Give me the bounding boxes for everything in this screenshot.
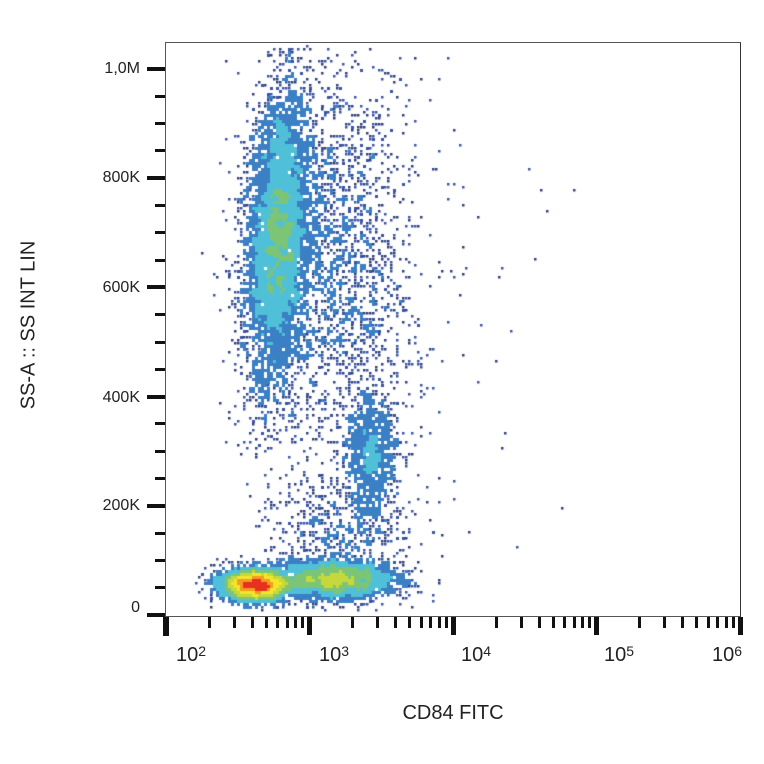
y-tick-label-200k: 200K [102, 497, 140, 514]
x-minor-tick [437, 617, 441, 628]
x-minor-tick [731, 617, 735, 628]
x-tick-label-1e5: 105 [603, 643, 635, 666]
x-minor-tick [408, 617, 412, 628]
density-dot-plot [165, 42, 741, 617]
y-minor-tick [155, 204, 165, 207]
x-minor-tick [429, 617, 433, 628]
x-minor-tick [276, 617, 280, 628]
x-axis-label: CD84 FITC [402, 702, 504, 724]
x-minor-tick [376, 617, 380, 628]
x-major-tick [450, 617, 456, 635]
y-tick-label-1m: 1,0M [104, 60, 140, 77]
y-tick-label-600k: 600K [102, 279, 140, 296]
x-minor-tick [563, 617, 567, 628]
x-minor-tick [232, 617, 236, 628]
x-minor-tick [444, 617, 448, 628]
y-minor-tick [155, 558, 165, 562]
x-minor-tick [301, 617, 305, 628]
x-minor-tick [494, 617, 498, 628]
y-minor-tick [155, 231, 165, 235]
x-minor-tick [681, 617, 685, 628]
y-tick-label-0: 0 [131, 599, 140, 616]
x-minor-tick [264, 617, 268, 628]
y-minor-tick [155, 531, 165, 535]
y-axis-label: SS-A :: SS INT LIN [17, 240, 40, 410]
x-minor-tick [351, 617, 355, 628]
y-major-tick [147, 67, 165, 71]
y-minor-tick [155, 94, 165, 98]
x-minor-tick [572, 617, 576, 628]
x-axis-origin-tick [163, 617, 169, 636]
x-minor-tick [394, 617, 398, 628]
y-major-tick [147, 613, 165, 617]
x-minor-tick [695, 617, 699, 628]
x-minor-tick [537, 617, 541, 628]
x-tick-label-1e4: 104 [460, 643, 492, 666]
y-minor-tick [155, 422, 165, 426]
x-minor-tick [294, 617, 298, 628]
y-minor-tick [155, 367, 165, 371]
y-major-tick [147, 394, 165, 399]
x-major-tick [594, 617, 599, 635]
x-minor-tick [207, 617, 211, 628]
x-minor-tick [250, 617, 254, 628]
y-minor-tick [155, 340, 165, 344]
x-tick-label-1e6: 106 [711, 643, 743, 666]
y-tick-label-800k: 800K [102, 169, 140, 186]
y-minor-tick [155, 258, 165, 262]
x-minor-tick [724, 617, 728, 628]
y-minor-tick [155, 477, 165, 480]
x-major-tick [737, 617, 743, 635]
x-minor-tick [285, 617, 289, 628]
y-major-tick [147, 285, 165, 290]
x-minor-tick [581, 617, 585, 628]
x-minor-tick [588, 617, 592, 628]
y-tick-label-400k: 400K [102, 389, 140, 406]
y-major-tick [147, 503, 165, 508]
x-tick-label-1e2: 102 [175, 643, 207, 666]
x-minor-tick [519, 617, 523, 628]
x-minor-tick [638, 617, 642, 628]
x-minor-tick [551, 617, 555, 628]
y-major-tick [147, 176, 165, 181]
y-minor-tick [155, 586, 165, 590]
y-minor-tick [155, 122, 165, 126]
x-tick-label-1e3: 103 [318, 643, 350, 666]
y-minor-tick [155, 149, 165, 153]
x-minor-tick [716, 617, 720, 628]
x-minor-tick [663, 617, 667, 628]
y-minor-tick [155, 313, 165, 317]
x-major-tick [307, 617, 312, 635]
y-minor-tick [155, 449, 165, 453]
x-minor-tick [706, 617, 710, 628]
x-minor-tick [419, 617, 423, 628]
